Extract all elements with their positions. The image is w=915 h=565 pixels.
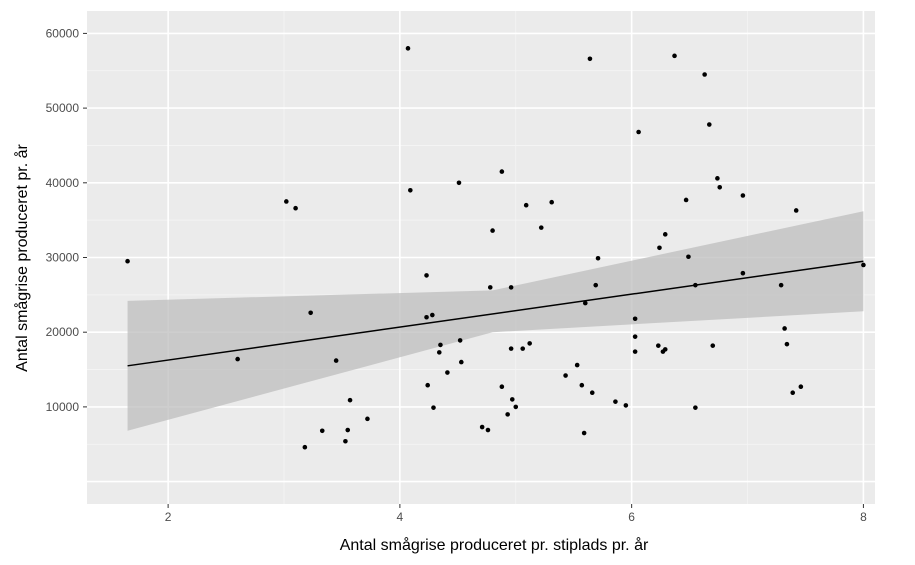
data-point: [784, 341, 790, 347]
data-point: [408, 187, 413, 193]
trend-line: [127, 260, 864, 367]
data-point: [485, 427, 491, 433]
y-tick-label: 50000: [46, 101, 80, 115]
data-point: [457, 338, 463, 343]
data-point: [438, 342, 443, 348]
data-point: [693, 282, 698, 288]
data-point: [740, 270, 746, 276]
data-point: [293, 205, 298, 211]
data-point: [717, 184, 723, 190]
x-tick-label: 6: [628, 510, 635, 524]
data-point: [582, 300, 588, 306]
data-point: [405, 46, 411, 51]
data-point: [632, 334, 638, 339]
data-point: [623, 403, 629, 408]
data-point: [431, 405, 436, 410]
data-point: [499, 169, 505, 174]
y-tick-label: 60000: [46, 26, 80, 40]
data-point: [436, 350, 442, 355]
data-point: [782, 326, 787, 331]
data-point: [613, 399, 618, 404]
data-point: [581, 430, 587, 436]
data-point: [662, 232, 668, 237]
data-point: [523, 202, 529, 208]
data-point: [302, 444, 308, 450]
data-point: [715, 176, 720, 181]
data-point: [430, 312, 435, 318]
y-tick-label: 10000: [46, 400, 80, 414]
data-point: [740, 193, 746, 198]
data-point: [861, 262, 866, 268]
data-point: [563, 373, 568, 378]
data-point: [706, 122, 712, 127]
data-point: [490, 228, 495, 233]
data-point: [499, 384, 505, 390]
data-point: [579, 382, 585, 388]
y-tick-label: 40000: [46, 176, 80, 190]
data-point: [319, 428, 325, 434]
data-point: [632, 349, 638, 354]
y-axis-ticks: 10000 20000 30000 40000 50000 60000: [46, 26, 87, 414]
data-point: [593, 282, 599, 288]
data-point: [798, 384, 804, 390]
data-point: [345, 427, 351, 433]
y-tick-label: 30000: [46, 251, 80, 265]
data-point: [343, 438, 348, 444]
data-point: [574, 362, 580, 368]
data-point: [587, 56, 593, 62]
confidence-band: [127, 211, 864, 431]
data-point: [365, 416, 370, 422]
data-point: [527, 341, 532, 346]
data-point: [656, 343, 661, 348]
data-point: [702, 72, 707, 77]
data-point: [513, 404, 519, 410]
data-point: [456, 180, 462, 186]
data-point: [125, 258, 130, 264]
data-point: [508, 346, 514, 351]
y-axis-title: Antal smågrise produceret pr. år: [13, 144, 31, 372]
data-point: [284, 199, 289, 204]
data-point: [589, 390, 595, 396]
y-tick-label: 20000: [46, 325, 80, 339]
data-point: [333, 358, 339, 363]
data-point: [657, 245, 662, 251]
data-point: [778, 282, 784, 288]
data-point: [508, 285, 514, 290]
data-point: [235, 356, 240, 362]
x-tick-label: 2: [165, 510, 172, 524]
data-point: [672, 53, 677, 59]
data-point: [347, 397, 353, 403]
data-point: [549, 199, 554, 205]
data-point: [793, 208, 799, 213]
data-point: [636, 129, 641, 135]
data-point: [686, 254, 691, 260]
data-point: [595, 255, 601, 261]
data-point: [632, 316, 638, 322]
x-tick-label: 8: [860, 510, 867, 524]
data-point: [445, 370, 450, 375]
x-tick-label: 4: [397, 510, 404, 524]
data-points: [125, 46, 866, 450]
data-point: [693, 405, 698, 410]
data-point: [520, 346, 526, 351]
data-point: [487, 285, 493, 290]
data-point: [509, 397, 515, 402]
x-axis-title: Antal smågrise produceret pr. stiplads p…: [340, 536, 649, 554]
data-point: [424, 273, 429, 278]
data-point: [424, 314, 429, 320]
data-point: [505, 412, 510, 417]
data-point: [710, 343, 716, 348]
data-point: [538, 225, 544, 230]
data-point: [662, 347, 668, 352]
x-axis-ticks: 2 4 6 8: [165, 504, 867, 524]
data-point: [479, 424, 485, 430]
data-point: [425, 382, 430, 388]
data-point: [459, 359, 464, 365]
data-point: [308, 310, 313, 316]
data-point: [683, 197, 689, 203]
data-point: [790, 390, 796, 396]
